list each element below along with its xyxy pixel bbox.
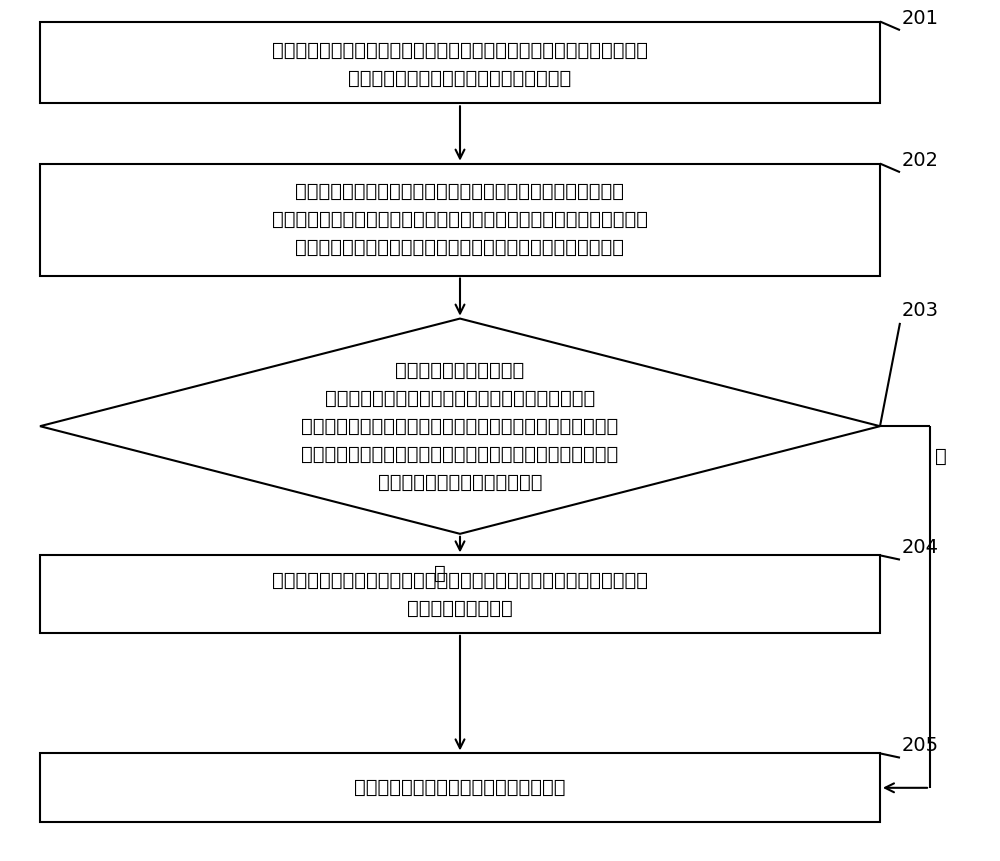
- Text: 是: 是: [434, 564, 446, 583]
- Text: 边缘路由节点将上述至少一个物联网数据包括的终端设备的设备标识添加
至上述路由信息表中: 边缘路由节点将上述至少一个物联网数据包括的终端设备的设备标识添加 至上述路由信息…: [272, 571, 648, 617]
- Text: 边缘路由节点接收过滤网关下发的用于指示汇聚单元对目标设备类型的终
端设备上报的物联网数据感兴趣的指示消息: 边缘路由节点接收过滤网关下发的用于指示汇聚单元对目标设备类型的终 端设备上报的物…: [272, 41, 648, 88]
- FancyBboxPatch shape: [40, 753, 880, 822]
- Text: 否: 否: [935, 447, 947, 466]
- Text: 201: 201: [902, 9, 939, 28]
- Polygon shape: [40, 319, 880, 534]
- Text: 205: 205: [902, 736, 939, 755]
- FancyBboxPatch shape: [40, 164, 880, 276]
- Text: 当上述海量物联网数据中
存在包括的终端设备的设备标识未存储于预先生成的
路由信息表中的多个物联网数据时，边缘路由节点判断该多个
物联网数据中是否存在包括的终端设: 当上述海量物联网数据中 存在包括的终端设备的设备标识未存储于预先生成的 路由信息…: [301, 361, 619, 492]
- FancyBboxPatch shape: [40, 555, 880, 633]
- Text: 203: 203: [902, 301, 939, 320]
- Text: 202: 202: [902, 151, 939, 170]
- Text: 边缘路由节点侦听其无线覆盖范围内的海量终端设备上报的海量
物联网数据，每个物联网数据包括上报该物联网数据的终端设备的设备类
型、该终端设备采集的数据内容以及该终: 边缘路由节点侦听其无线覆盖范围内的海量终端设备上报的海量 物联网数据，每个物联网…: [272, 182, 648, 257]
- Text: 204: 204: [902, 538, 939, 557]
- Text: 边缘路由节点控制不更新上述路由信息表: 边缘路由节点控制不更新上述路由信息表: [354, 778, 566, 797]
- FancyBboxPatch shape: [40, 22, 880, 103]
